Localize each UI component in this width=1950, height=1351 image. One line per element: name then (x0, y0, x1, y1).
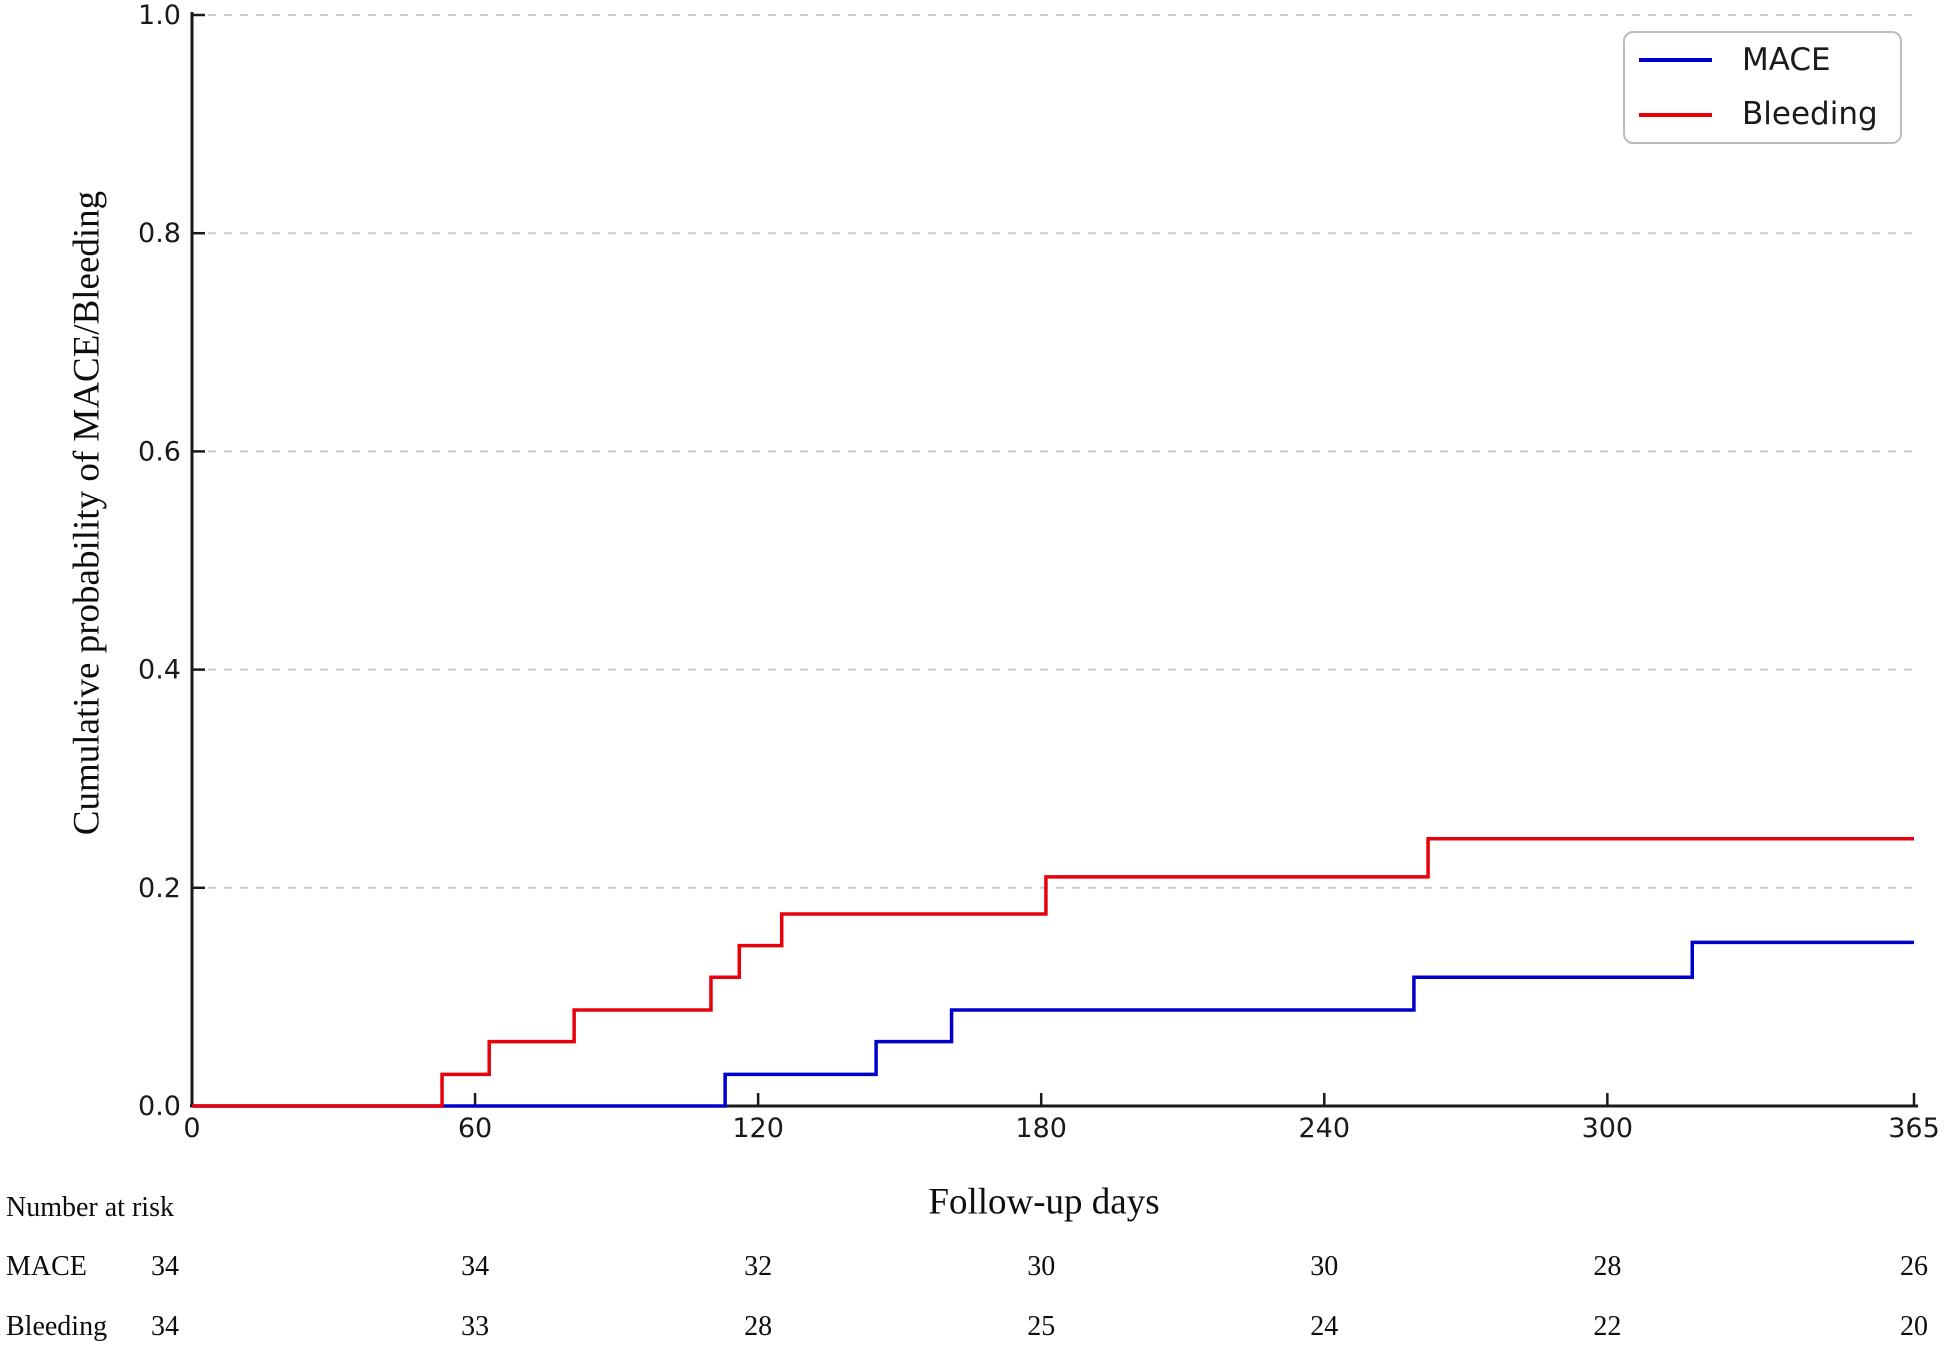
risk-row-label-mace: MACE (6, 1251, 87, 1282)
y-tick-label-1.0: 1.0 (138, 0, 181, 31)
y-tick-label-0.0: 0.0 (138, 1091, 181, 1122)
y-tick-label-0.8: 0.8 (138, 218, 181, 249)
x-tick-label-365: 365 (1888, 1113, 1940, 1144)
risk-value-mace-0: 34 (151, 1251, 179, 1282)
risk-value-bleeding-60: 33 (461, 1311, 490, 1342)
x-tick-label-300: 300 (1582, 1113, 1634, 1144)
mace-line-swatch (1639, 58, 1712, 63)
x-tick-label-0: 0 (183, 1113, 200, 1144)
risk-value-bleeding-180: 25 (1027, 1311, 1056, 1342)
x-tick-label-60: 60 (458, 1113, 492, 1144)
risk-value-bleeding-300: 22 (1593, 1311, 1622, 1342)
legend-row-bleeding: Bleeding (1625, 88, 1900, 143)
risk-value-bleeding-120: 28 (744, 1311, 773, 1342)
risk-value-mace-240: 30 (1310, 1251, 1339, 1282)
risk-value-bleeding-240: 24 (1310, 1311, 1339, 1342)
risk-row-label-bleeding: Bleeding (6, 1311, 108, 1342)
x-tick-label-120: 120 (732, 1113, 784, 1144)
bleeding-line-swatch (1639, 112, 1712, 117)
legend-label-bleeding: Bleeding (1742, 96, 1878, 133)
risk-value-bleeding-0: 34 (151, 1311, 179, 1342)
risk-value-mace-120: 32 (744, 1251, 773, 1282)
risk-value-mace-180: 30 (1027, 1251, 1056, 1282)
risk-value-bleeding-365: 20 (1900, 1311, 1928, 1342)
y-axis-title: Cumulative probability of MACE/Bleeding (66, 190, 108, 836)
risk-value-mace-365: 26 (1900, 1251, 1928, 1282)
x-tick-label-180: 180 (1015, 1113, 1067, 1144)
risk-value-mace-60: 34 (461, 1251, 490, 1282)
bleeding-curve (192, 836, 1914, 1108)
y-tick-label-0.2: 0.2 (138, 873, 181, 904)
y-tick-label-0.4: 0.4 (138, 655, 181, 686)
number-at-risk-header: Number at risk (6, 1192, 174, 1223)
legend: MACE Bleeding (1623, 31, 1902, 144)
y-tick-label-0.6: 0.6 (138, 436, 181, 467)
risk-value-mace-300: 28 (1593, 1251, 1622, 1282)
legend-label-mace: MACE (1742, 41, 1831, 78)
x-axis-title: Follow-up days (928, 1181, 1160, 1223)
legend-row-mace: MACE (1625, 33, 1900, 88)
mace-curve (192, 940, 1914, 1108)
x-tick-label-240: 240 (1299, 1113, 1351, 1144)
